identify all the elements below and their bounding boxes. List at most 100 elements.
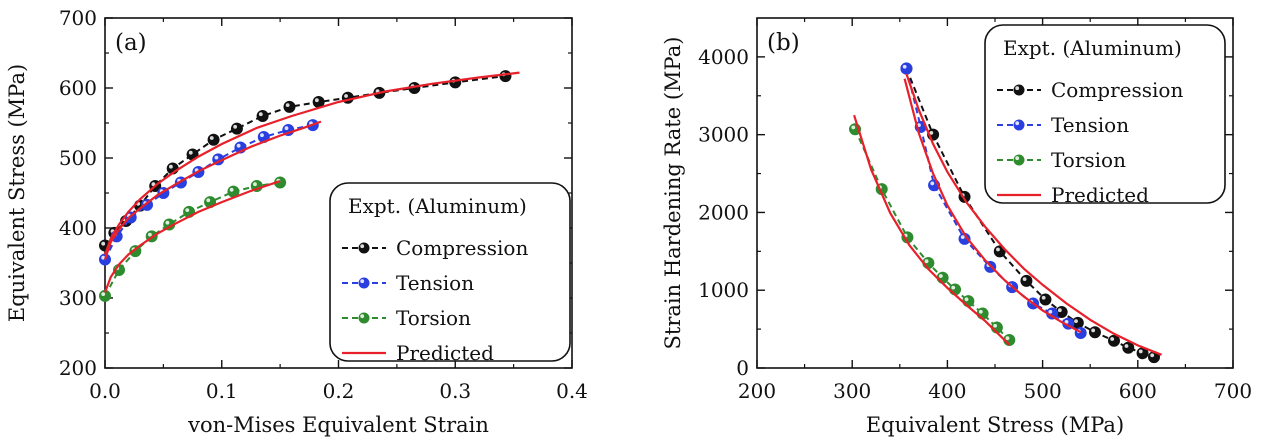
legend-label-compression: Compression <box>1051 78 1183 102</box>
predicted-curve <box>103 120 322 260</box>
data-point-highlight <box>851 125 856 130</box>
legend: Expt. (Aluminum) Compression Tension Torsio… <box>984 24 1226 207</box>
data-point <box>962 295 975 308</box>
data-point <box>936 271 949 284</box>
data-point-highlight <box>258 112 263 117</box>
data-point-highlight <box>1074 319 1078 323</box>
legend-swatch-highlight <box>1015 121 1020 126</box>
panel-label: (a) <box>115 30 147 56</box>
data-point-highlight <box>902 64 907 69</box>
x-tick-label: 200 <box>738 379 776 403</box>
legend-label-tension: Tension <box>1051 113 1129 137</box>
data-point <box>499 70 512 83</box>
legend-label-compression: Compression <box>396 236 528 260</box>
data-point-highlight <box>188 150 193 155</box>
data-point-highlight <box>960 235 965 239</box>
legend-title: Expt. (Aluminum) <box>348 194 527 218</box>
legend-swatch-highlight <box>360 314 365 319</box>
legend-label-tension: Tension <box>396 271 474 295</box>
data-point-highlight <box>214 155 219 160</box>
series-torsion <box>99 176 287 302</box>
data-point-highlight <box>344 94 348 98</box>
data-point-highlight <box>1110 337 1115 341</box>
legend-label-predicted: Predicted <box>1051 183 1149 207</box>
legend-title: Expt. (Aluminum) <box>1003 36 1182 60</box>
legend-swatch-marker <box>358 312 370 324</box>
data-point-highlight <box>151 182 156 187</box>
legend-box <box>329 182 571 362</box>
legend-swatch-marker <box>358 277 370 289</box>
data-point-highlight <box>101 292 106 296</box>
data-point-highlight <box>233 124 238 129</box>
legend-label-torsion: Torsion <box>1051 148 1126 172</box>
predicted-curve <box>103 180 281 293</box>
legend-label-predicted: Predicted <box>396 341 494 365</box>
legend-swatch-highlight <box>1015 86 1020 91</box>
series-line-tension <box>104 124 313 260</box>
legend-box <box>984 24 1226 204</box>
data-point-highlight <box>169 164 173 169</box>
panel-label: (b) <box>767 30 800 56</box>
y-tick-label: 500 <box>59 146 97 170</box>
data-point-highlight <box>285 103 290 107</box>
x-tick-label: 0.1 <box>206 379 238 403</box>
predicted-curve <box>103 71 520 255</box>
data-point <box>1039 293 1052 306</box>
predicted-curve <box>905 73 1163 356</box>
data-point-highlight <box>938 274 943 278</box>
y-tick-label: 200 <box>59 356 97 380</box>
data-point-highlight <box>1057 308 1062 313</box>
series-line-torsion <box>104 181 281 297</box>
legend-swatch-marker <box>1013 154 1025 166</box>
data-point <box>1088 326 1101 339</box>
legend-label-torsion: Torsion <box>396 306 471 330</box>
series-predicted <box>853 73 1163 356</box>
series-compression <box>900 62 1160 364</box>
data-point-highlight <box>1091 328 1096 333</box>
y-tick-label: 600 <box>59 76 97 100</box>
x-tick-label: 0.3 <box>439 379 471 403</box>
series-line-torsion <box>854 128 1011 341</box>
legend-swatch-marker <box>358 242 370 254</box>
x-axis-label: Equivalent Stress (MPa) <box>866 413 1124 437</box>
x-tick-label: 0.0 <box>89 379 121 403</box>
x-tick-label: 0.4 <box>556 379 588 403</box>
legend: Expt. (Aluminum) Compression Tension Torsio… <box>329 182 571 365</box>
data-point-highlight <box>978 309 983 314</box>
data-point-highlight <box>996 247 1000 252</box>
data-point-highlight <box>206 198 211 203</box>
data-point-highlight <box>260 133 264 138</box>
y-tick-label: 2000 <box>698 200 749 224</box>
data-point <box>1108 334 1120 347</box>
data-point-highlight <box>930 181 935 186</box>
predicted-curve <box>903 78 1082 334</box>
x-tick-label: 300 <box>833 379 871 403</box>
data-point <box>1020 274 1033 287</box>
data-point-highlight <box>314 98 319 103</box>
x-tick-label: 600 <box>1119 379 1157 403</box>
data-point-highlight <box>1124 344 1129 348</box>
data-point-highlight <box>1022 277 1027 281</box>
data-point-highlight <box>101 241 106 246</box>
data-point <box>900 62 913 75</box>
x-tick-label: 500 <box>1024 379 1062 403</box>
series-predicted <box>103 71 520 293</box>
y-axis-label: Strain Hardening Rate (MPa) <box>661 37 685 350</box>
y-tick-label: 300 <box>59 286 97 310</box>
data-point-highlight <box>924 259 929 264</box>
data-point-highlight <box>165 220 170 225</box>
y-tick-label: 3000 <box>698 123 749 147</box>
data-point <box>230 122 243 135</box>
data-point-highlight <box>964 297 969 302</box>
data-point <box>207 133 220 146</box>
y-tick-label: 700 <box>59 6 97 30</box>
data-point-highlight <box>1064 319 1069 324</box>
legend-swatch-highlight <box>1015 156 1020 161</box>
legend-swatch-highlight <box>360 244 365 249</box>
data-point-highlight <box>209 136 214 140</box>
data-point-highlight <box>1041 295 1046 300</box>
legend-swatch-marker <box>1013 84 1025 96</box>
y-axis-label: Equivalent Stress (MPa) <box>5 64 29 322</box>
data-point-highlight <box>1005 336 1010 341</box>
